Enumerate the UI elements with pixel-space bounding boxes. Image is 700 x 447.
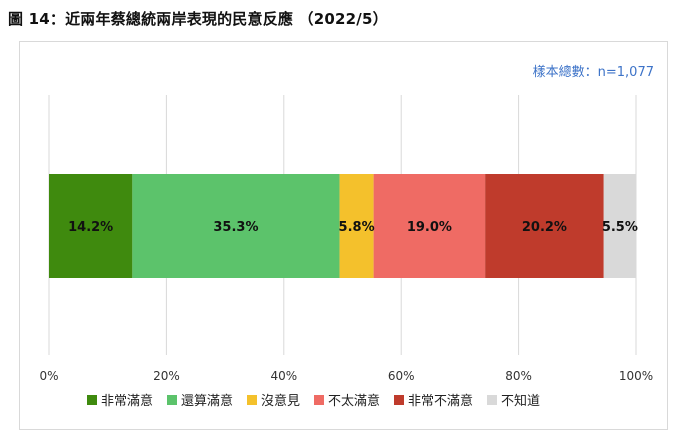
x-tick-label: 100% bbox=[619, 369, 653, 383]
legend-label: 不知道 bbox=[501, 393, 540, 409]
legend-label: 沒意見 bbox=[261, 393, 300, 409]
x-tick-label: 0% bbox=[39, 369, 58, 383]
legend: 非常滿意 還算滿意 沒意見 不太滿意 非常不滿意 不知道 bbox=[87, 393, 540, 409]
x-tick-label: 40% bbox=[270, 369, 297, 383]
data-label: 35.3% bbox=[213, 220, 258, 235]
figure-title: 圖 14：近兩年蔡總統兩岸表現的民意反應 （2022/5） bbox=[8, 10, 388, 28]
bar-segment bbox=[603, 174, 636, 278]
legend-label: 還算滿意 bbox=[181, 393, 233, 409]
bar-segment bbox=[49, 174, 133, 278]
legend-label: 不太滿意 bbox=[328, 393, 380, 409]
bar-segments bbox=[49, 174, 636, 278]
data-label: 20.2% bbox=[522, 220, 567, 235]
bar-segment bbox=[132, 174, 340, 278]
data-labels: 14.2% 35.3% 5.8% 19.0% 20.2% 5.5% bbox=[68, 220, 638, 235]
legend-swatch bbox=[167, 395, 177, 405]
data-label: 14.2% bbox=[68, 220, 113, 235]
bar-segment bbox=[339, 174, 374, 278]
bar-segment bbox=[373, 174, 486, 278]
legend-label: 非常滿意 bbox=[101, 393, 153, 409]
x-tick-label: 80% bbox=[505, 369, 532, 383]
legend-swatch bbox=[314, 395, 324, 405]
legend-swatch bbox=[394, 395, 404, 405]
legend-swatch bbox=[247, 395, 257, 405]
sample-size-note: 樣本總數：n=1,077 bbox=[533, 64, 654, 80]
legend-swatch bbox=[487, 395, 497, 405]
data-label: 5.5% bbox=[602, 220, 638, 235]
x-tick-label: 60% bbox=[388, 369, 415, 383]
legend-swatch bbox=[87, 395, 97, 405]
chart-area bbox=[19, 41, 668, 430]
data-label: 5.8% bbox=[339, 220, 375, 235]
legend-label: 非常不滿意 bbox=[408, 393, 473, 409]
data-label: 19.0% bbox=[407, 220, 452, 235]
x-axis-ticks: 0% 20% 40% 60% 80% 100% bbox=[39, 369, 653, 383]
bar-segment bbox=[485, 174, 604, 278]
x-tick-label: 20% bbox=[153, 369, 180, 383]
